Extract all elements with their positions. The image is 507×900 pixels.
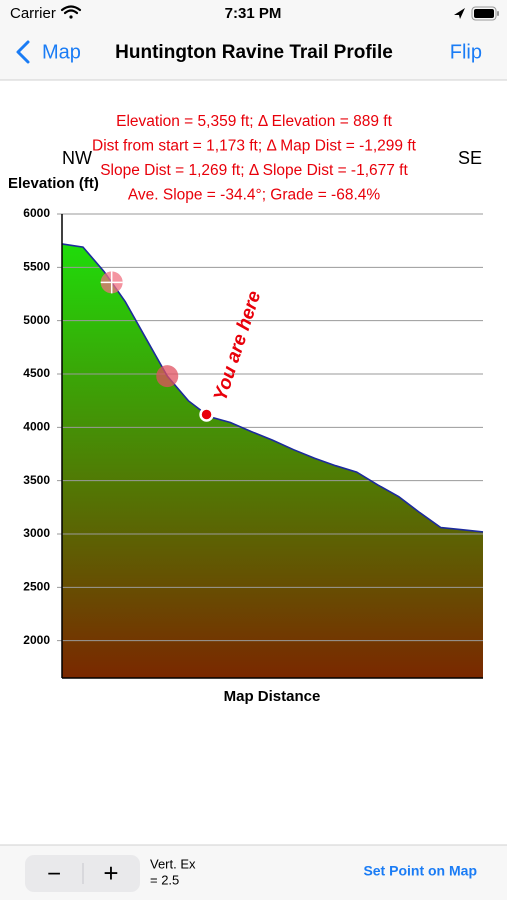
back-chevron[interactable] (16, 40, 30, 64)
header-background (0, 0, 507, 80)
clock: 7:31 PM (225, 5, 282, 22)
location-icon (454, 8, 465, 19)
info-line: Ave. Slope = -34.4°; Grade = -68.4% (128, 187, 381, 204)
set-point-button[interactable]: Set Point on Map (363, 863, 477, 879)
y-tick-label: 3500 (23, 473, 50, 487)
current-position (199, 407, 214, 422)
info-line: Elevation = 5,359 ft; Δ Elevation = 889 … (116, 113, 392, 130)
y-tick-label: 3000 (23, 526, 50, 540)
decrement-button[interactable]: − (47, 860, 61, 887)
selected-point (156, 365, 179, 388)
increment-button[interactable]: + (103, 858, 118, 888)
y-tick-label: 6000 (23, 206, 50, 220)
info-line: Slope Dist = 1,269 ft; Δ Slope Dist = -1… (100, 162, 408, 179)
nav-title: Huntington Ravine Trail Profile (115, 42, 393, 63)
y-tick-label: 5000 (23, 313, 50, 327)
battery-icon (471, 6, 499, 21)
y-tick-label: 4000 (23, 420, 50, 434)
back-button[interactable]: Map (16, 40, 81, 64)
x-axis-label: Map Distance (224, 688, 321, 705)
elevation-line (61, 243, 484, 533)
y-axis-label: Elevation (ft) (8, 175, 99, 192)
chart: Elevation = 5,359 ft; Δ Elevation = 889 … (8, 113, 484, 705)
carrier: Carrier (10, 5, 56, 22)
current-position-label: You are here (210, 288, 265, 404)
elevation-area (62, 243, 483, 678)
wifi-icon (60, 5, 82, 19)
y-tick-label: 5500 (23, 260, 50, 274)
vert-ex-label: Vert. Ex (150, 856, 196, 871)
y-tick-label: 2500 (23, 580, 50, 594)
direction-left: NW (62, 148, 92, 168)
y-tick-label: 2000 (23, 633, 50, 647)
flip-button[interactable]: Flip (450, 41, 482, 63)
direction-right: SE (458, 148, 482, 168)
vert-ex-value: = 2.5 (150, 872, 179, 887)
back-label[interactable]: Map (42, 41, 81, 63)
y-tick-label: 4500 (23, 366, 50, 380)
info-line: Dist from start = 1,173 ft; Δ Map Dist =… (92, 138, 417, 155)
